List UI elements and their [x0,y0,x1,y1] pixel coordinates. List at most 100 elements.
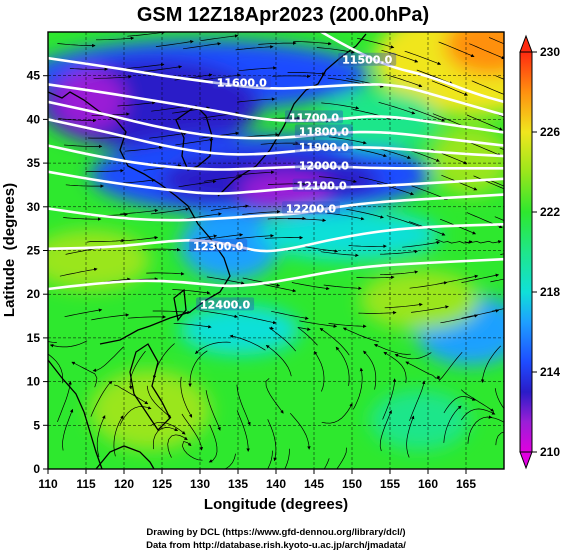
x-tick-label: 145 [304,477,324,491]
contour-label-backdrop [294,124,353,138]
wind-streamline [443,395,476,414]
wind-streamline [267,450,273,469]
wind-streamline [142,247,181,252]
contour-label: 11800.0 [299,125,349,138]
wind-streamline [461,273,500,283]
wind-streamline [229,334,266,351]
wind-streamline [495,431,504,446]
wind-streamline [382,378,397,420]
wind-streamline [238,314,277,325]
wind-streamline [287,218,327,222]
wind-streamline [258,283,297,293]
wind-streamline [488,179,504,187]
wind-streamline [480,345,501,383]
wind-streamline [242,210,281,215]
contour-label: 11700.0 [289,111,339,124]
wind-streamline [318,176,357,184]
wind-streamline [491,308,504,312]
x-tick-label: 115 [76,477,96,491]
wind-streamline [438,41,475,58]
wind-streamline [173,322,212,329]
contour-label: 12200.0 [286,202,336,215]
wind-streamline [356,37,395,49]
wind-streamline [272,74,311,79]
wind-streamline [57,381,72,423]
colorbar-tick-label: 218 [540,285,560,299]
wind-streamline [265,378,284,414]
wind-streamline [175,138,214,146]
contour-label-backdrop [212,75,271,89]
coastline-luzon [129,343,171,432]
wind-streamline [404,50,442,65]
wind-streamline [151,104,190,112]
wind-streamline [57,43,96,48]
contour-label-backdrop [285,110,343,124]
wind-streamline [62,408,74,451]
contour-label: 11500.0 [342,54,392,67]
x-tick-label: 135 [228,477,248,491]
contour-line [48,223,504,253]
wind-streamline [373,344,411,355]
contour-label: 12100.0 [297,180,347,193]
wind-streamline [204,174,242,182]
wind-streamline [93,75,132,79]
wind-streamline [356,275,395,280]
wind-streamline [151,207,190,215]
wind-streamline [155,39,194,47]
wind-streamline [319,327,350,356]
wind-streamline [71,361,98,388]
wind-streamline [378,101,416,115]
y-tick-label: 0 [33,462,40,476]
wind-streamline [242,277,281,287]
wind-streamline [64,308,103,318]
wind-streamline [96,415,106,458]
colorbar-tick-label: 214 [540,365,560,379]
wind-streamline [127,32,166,37]
wind-streamline [119,236,159,242]
colorbar-tick-label: 230 [540,45,560,59]
y-tick-label: 10 [27,375,41,389]
wind-streamline [471,80,504,97]
contour-line [48,100,504,147]
wind-streamline [265,345,292,377]
wind-streamline [126,62,165,69]
wind-streamline [464,240,502,244]
y-tick-label: 15 [27,331,41,345]
wind-streamline [461,309,500,319]
contour-label-backdrop [294,140,353,154]
y-tick-label: 35 [27,156,41,170]
contour-label: 12000.0 [299,159,349,172]
y-tick-label: 25 [27,244,41,258]
wind-streamline [119,406,152,425]
wind-streamline [490,417,504,423]
wind-streamline [405,361,440,379]
wind-streamline [205,233,244,240]
wind-streamline [194,341,231,354]
wind-streamline [321,402,353,424]
wind-streamline [258,41,297,45]
wind-streamline [383,351,407,384]
wind-streamline [235,45,274,51]
wind-streamline [349,147,387,158]
wind-streamline [205,453,236,469]
wind-streamline [287,71,326,76]
wind-streamline [323,458,330,469]
wind-streamline [385,74,423,88]
wind-streamline [323,284,362,290]
x-tick-label: 165 [456,477,476,491]
wind-streamline [183,42,222,50]
wind-streamline [440,314,478,324]
wind-streamline [328,136,367,145]
wind-streamline [411,305,449,313]
wind-streamline [469,43,504,60]
contour-line [318,32,504,104]
wind-streamline [320,251,359,258]
wind-streamline [236,384,251,426]
wind-streamline [297,327,318,346]
contour-label-backdrop [292,178,351,192]
colorbar-bottom-triangle [519,451,533,470]
wind-streamline [381,49,419,63]
y-tick-label: 40 [27,112,41,126]
